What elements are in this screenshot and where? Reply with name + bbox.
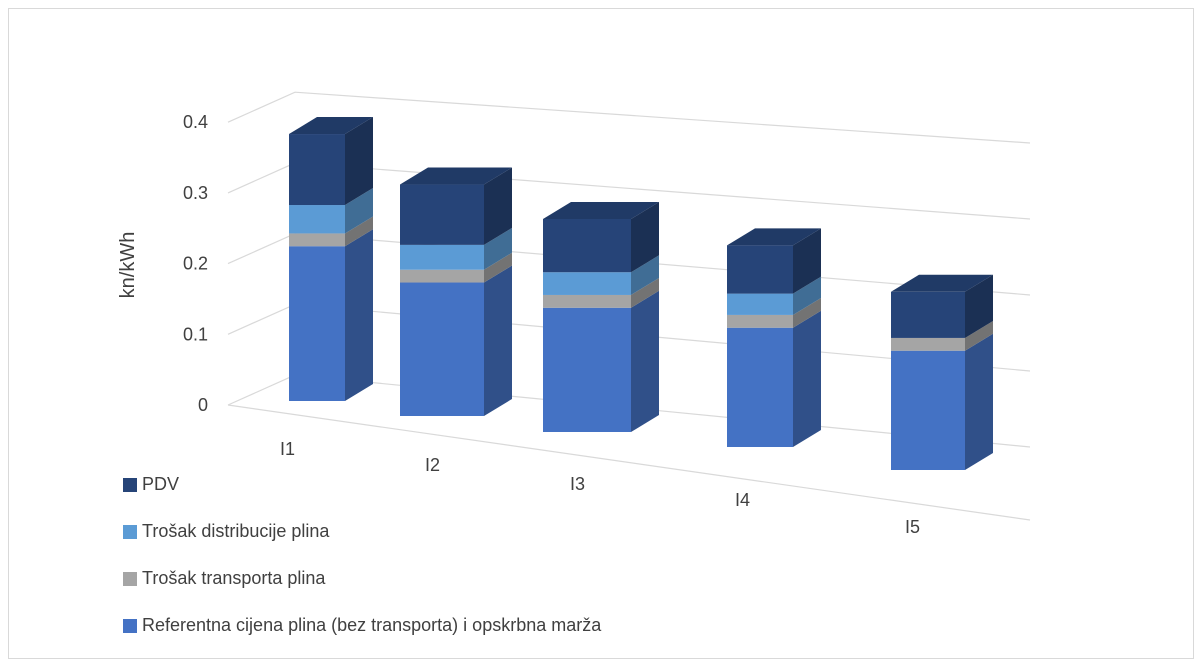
bars bbox=[289, 117, 993, 470]
bar-segment-side bbox=[793, 228, 821, 294]
category-labels: I1 I2 I3 I4 I5 bbox=[280, 439, 920, 537]
bar-segment bbox=[289, 134, 345, 206]
bar-segment-side bbox=[484, 265, 512, 416]
bar-segment-side bbox=[793, 310, 821, 447]
bar-segment-side bbox=[345, 117, 373, 206]
bar-segment bbox=[400, 184, 484, 245]
bar-top bbox=[400, 167, 512, 185]
bar-stack-i4 bbox=[727, 228, 821, 447]
bar-stack-i2 bbox=[400, 167, 512, 416]
bar-segment bbox=[289, 233, 345, 247]
bar-segment bbox=[289, 246, 345, 401]
bar-segment bbox=[891, 337, 965, 351]
legend-label: PDV bbox=[142, 474, 179, 494]
bar-segment-side bbox=[631, 290, 659, 432]
gridline bbox=[227, 91, 1031, 144]
legend-swatch bbox=[123, 478, 137, 492]
bar-segment bbox=[543, 294, 631, 308]
bar-segment bbox=[891, 291, 965, 338]
bar-segment bbox=[727, 245, 793, 294]
bar-top bbox=[289, 117, 373, 135]
bar-segment-side bbox=[484, 227, 512, 270]
bar-top bbox=[543, 202, 659, 219]
y-tick-label: 0.1 bbox=[183, 324, 208, 344]
bar-segment bbox=[400, 269, 484, 283]
y-axis-ticks: 0 0.1 0.2 0.3 0.4 bbox=[183, 112, 208, 415]
bar-segment bbox=[727, 327, 793, 447]
bar-segment-side bbox=[793, 276, 821, 315]
y-tick-label: 0.4 bbox=[183, 112, 208, 132]
legend-label: Trošak distribucije plina bbox=[142, 521, 330, 541]
bar-segment bbox=[891, 350, 965, 470]
bar-segment bbox=[543, 272, 631, 295]
bar-segment bbox=[289, 205, 345, 234]
bar-segment-side bbox=[345, 216, 373, 247]
legend-label: Referentna cijena plina (bez transporta)… bbox=[142, 615, 602, 635]
bar-segment bbox=[400, 282, 484, 416]
bar-segment-side bbox=[484, 252, 512, 283]
bar-segment-side bbox=[631, 255, 659, 295]
bar-segment-side bbox=[484, 167, 512, 245]
legend: PDV Trošak distribucije plina Trošak trans… bbox=[123, 474, 602, 635]
legend-label: Trošak transporta plina bbox=[142, 568, 326, 588]
bar-segment bbox=[543, 219, 631, 273]
legend-swatch bbox=[123, 619, 137, 633]
bar-segment-side bbox=[965, 333, 993, 470]
category-label: I3 bbox=[570, 474, 585, 494]
category-label: I4 bbox=[735, 490, 750, 510]
y-tick-label: 0.2 bbox=[183, 254, 208, 274]
bar-segment-side bbox=[345, 229, 373, 401]
legend-item: PDV bbox=[123, 474, 179, 494]
bar-top bbox=[727, 228, 821, 246]
bar-segment-side bbox=[631, 277, 659, 308]
category-label: I1 bbox=[280, 439, 295, 459]
y-tick-label: 0 bbox=[198, 395, 208, 415]
bar-segment bbox=[727, 293, 793, 315]
legend-swatch bbox=[123, 572, 137, 586]
bar-segment bbox=[400, 244, 484, 270]
bar-segment-side bbox=[965, 320, 993, 351]
bar-segment-side bbox=[793, 297, 821, 328]
bar-stack-i3 bbox=[543, 202, 659, 432]
bar-stack-i5 bbox=[891, 274, 993, 470]
legend-swatch bbox=[123, 525, 137, 539]
category-label: I2 bbox=[425, 455, 440, 475]
legend-item: Trošak distribucije plina bbox=[123, 521, 330, 541]
bar-segment bbox=[543, 307, 631, 432]
bar-segment-side bbox=[631, 202, 659, 273]
y-tick-label: 0.3 bbox=[183, 183, 208, 203]
bar-segment bbox=[727, 314, 793, 328]
bar-segment-side bbox=[345, 188, 373, 234]
axis-floor-line bbox=[227, 404, 1031, 521]
y-axis-label: kn/kWh bbox=[117, 232, 139, 299]
category-label: I5 bbox=[905, 517, 920, 537]
bar-top bbox=[891, 274, 993, 292]
bar-stack-i1 bbox=[289, 117, 373, 401]
legend-item: Trošak transporta plina bbox=[123, 568, 326, 588]
bar-segment-side bbox=[965, 274, 993, 338]
legend-item: Referentna cijena plina (bez transporta)… bbox=[123, 615, 602, 635]
